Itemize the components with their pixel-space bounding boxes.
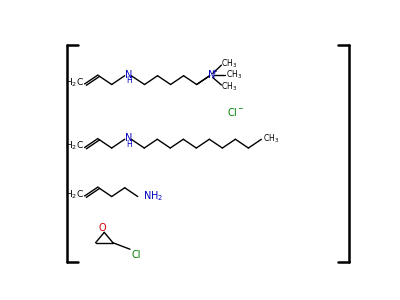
Text: $\mathregular{CH_3}$: $\mathregular{CH_3}$	[226, 69, 242, 81]
Text: N: N	[208, 70, 215, 80]
Text: Cl: Cl	[132, 250, 141, 260]
Text: +: +	[211, 70, 217, 76]
Text: $\mathregular{CH_3}$: $\mathregular{CH_3}$	[263, 132, 279, 145]
Text: $\mathregular{NH_2}$: $\mathregular{NH_2}$	[143, 190, 163, 203]
Text: $\mathregular{CH_3}$: $\mathregular{CH_3}$	[222, 80, 238, 93]
Text: O: O	[99, 223, 106, 233]
Text: $\mathregular{H_2C}$: $\mathregular{H_2C}$	[65, 188, 84, 201]
Text: $\mathregular{Cl^-}$: $\mathregular{Cl^-}$	[227, 106, 245, 118]
Text: N: N	[125, 70, 132, 80]
Text: $\mathregular{H_2C}$: $\mathregular{H_2C}$	[65, 76, 84, 89]
Text: $\mathregular{H_2C}$: $\mathregular{H_2C}$	[65, 140, 84, 152]
Text: H: H	[126, 140, 132, 149]
Text: $\mathregular{CH_3}$: $\mathregular{CH_3}$	[222, 58, 238, 70]
Text: H: H	[126, 76, 132, 85]
Text: N: N	[125, 133, 132, 143]
